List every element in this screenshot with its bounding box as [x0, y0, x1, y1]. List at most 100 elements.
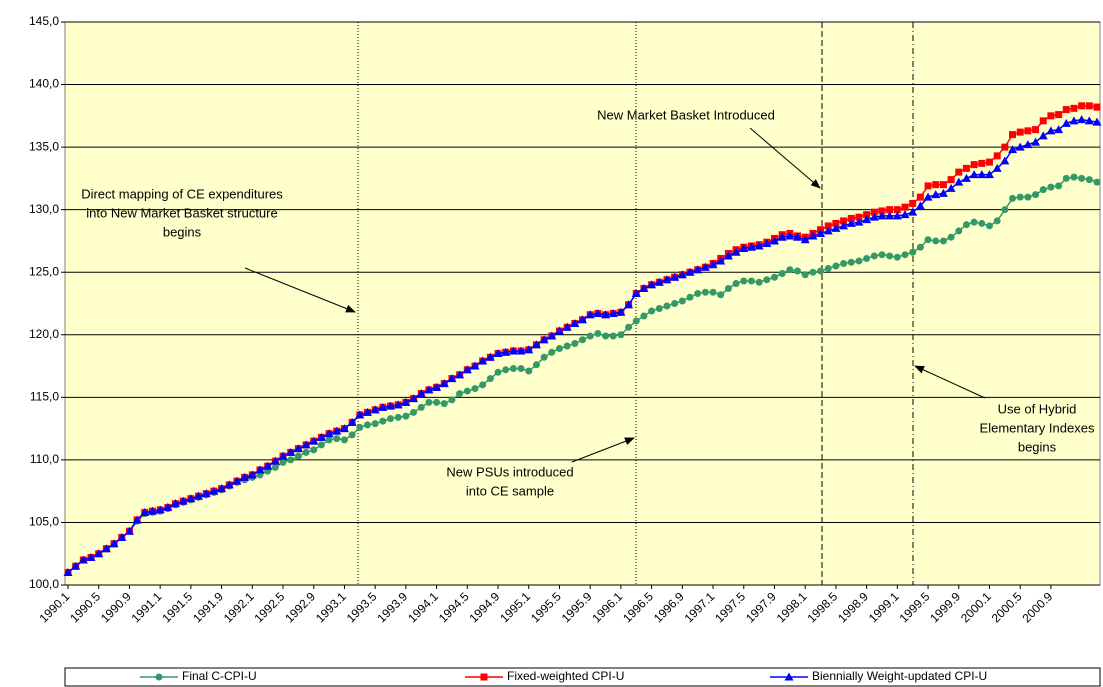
point: [310, 446, 318, 454]
point: [548, 348, 556, 356]
point: [1001, 143, 1009, 151]
point: [732, 279, 740, 287]
x-tick-label: 1991.9: [190, 589, 226, 625]
y-tick-label: 135,0: [29, 139, 59, 153]
point: [517, 365, 525, 373]
point: [832, 219, 840, 227]
point: [778, 269, 786, 277]
point: [1093, 178, 1101, 186]
point: [640, 312, 648, 320]
point: [224, 480, 234, 489]
x-tick-label: 1999.5: [897, 589, 933, 625]
point: [1032, 126, 1040, 134]
point: [1055, 182, 1063, 190]
x-tick-label: 1998.1: [774, 589, 810, 625]
point: [387, 415, 395, 423]
point: [625, 323, 633, 331]
point: [677, 270, 687, 279]
point: [693, 265, 703, 274]
x-tick-label: 1990.1: [37, 589, 73, 625]
point: [401, 397, 411, 406]
point: [763, 276, 771, 284]
point: [955, 227, 963, 235]
point: [946, 183, 956, 192]
x-tick-label: 1994.9: [467, 589, 503, 625]
point: [94, 549, 104, 558]
point: [255, 465, 265, 474]
point: [947, 233, 955, 241]
point: [977, 170, 987, 179]
point: [1054, 125, 1064, 134]
x-tick-label: 1993.5: [344, 589, 380, 625]
point: [1069, 116, 1079, 125]
x-tick-label: 1990.9: [98, 589, 134, 625]
point: [969, 170, 979, 179]
point: [900, 210, 910, 219]
point: [947, 176, 955, 184]
point: [970, 161, 978, 169]
point: [984, 170, 994, 179]
point: [840, 217, 848, 225]
point: [916, 193, 924, 201]
point: [870, 208, 878, 216]
point: [348, 431, 356, 439]
x-tick-label: 1998.5: [804, 589, 840, 625]
annotation: into CE sample: [466, 483, 554, 498]
point: [909, 248, 917, 256]
point: [1055, 111, 1063, 119]
point: [786, 266, 794, 274]
point: [1070, 173, 1078, 181]
point: [954, 177, 964, 186]
x-tick-label: 1999.9: [927, 589, 963, 625]
point: [324, 429, 334, 438]
point: [1061, 118, 1071, 127]
y-tick-label: 125,0: [29, 264, 59, 278]
point: [194, 491, 204, 500]
point: [485, 352, 495, 361]
annotation: Elementary Indexes: [980, 420, 1095, 435]
point: [632, 317, 640, 325]
point: [479, 381, 487, 389]
point: [794, 267, 802, 275]
point: [901, 203, 909, 211]
point: [509, 365, 517, 373]
point: [716, 256, 726, 265]
point: [847, 258, 855, 266]
y-tick-label: 145,0: [29, 14, 59, 28]
point: [532, 361, 540, 369]
point: [386, 401, 396, 410]
point: [270, 456, 280, 465]
point: [531, 340, 541, 349]
point: [870, 252, 878, 260]
annotation-arrow: [571, 437, 635, 463]
point: [410, 408, 418, 416]
point: [594, 330, 602, 338]
point: [409, 394, 419, 403]
x-tick-label: 1993.9: [374, 589, 410, 625]
point: [686, 293, 694, 301]
point: [402, 412, 410, 420]
point: [524, 345, 534, 354]
annotation: New Market Basket Introduced: [597, 107, 775, 122]
point: [316, 432, 326, 441]
point: [939, 237, 947, 245]
point: [678, 297, 686, 305]
point: [916, 243, 924, 251]
annotation-arrow: [749, 127, 821, 189]
point: [893, 206, 901, 214]
point: [309, 436, 319, 445]
point: [554, 326, 564, 335]
point: [1032, 191, 1040, 199]
plot-area: [64, 21, 1101, 586]
point: [209, 486, 219, 495]
point: [240, 472, 250, 481]
point: [317, 441, 325, 449]
point: [731, 247, 741, 256]
point: [785, 231, 795, 240]
point: [463, 387, 471, 395]
point: [371, 420, 379, 428]
point: [471, 385, 479, 393]
point: [784, 672, 794, 681]
point: [1001, 206, 1009, 214]
point: [886, 206, 894, 214]
